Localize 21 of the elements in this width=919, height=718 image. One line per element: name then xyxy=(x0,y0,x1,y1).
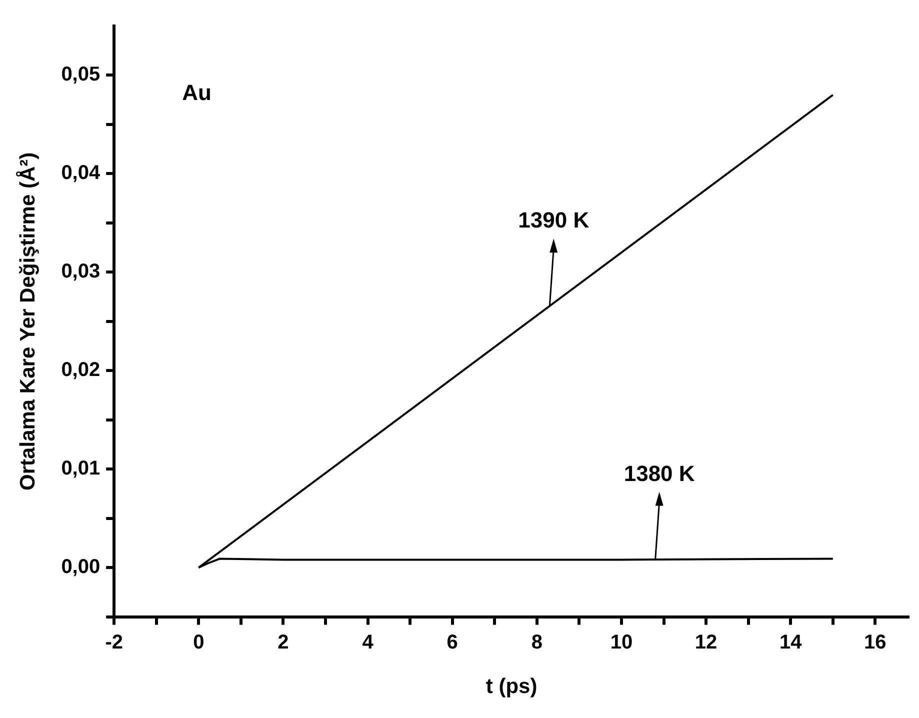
x-tick-label: 14 xyxy=(779,631,803,654)
x-axis-title: t (ps) xyxy=(486,675,538,698)
x-tick-label: 8 xyxy=(531,631,542,654)
x-tick-label: -2 xyxy=(105,631,124,654)
y-tick-label: 0,03 xyxy=(61,260,100,283)
y-axis-title: Ortalama Kare Yer Değiştirme (Å²) xyxy=(15,152,40,490)
x-tick-label: 10 xyxy=(610,631,633,654)
x-tick-label: 12 xyxy=(694,631,718,654)
annotation: 1390 K xyxy=(518,208,590,233)
y-tick-label: 0,00 xyxy=(61,556,100,578)
x-tick-label: 6 xyxy=(446,631,458,654)
x-tick-label: 0 xyxy=(193,631,204,654)
y-tick-label: 0,04 xyxy=(61,162,101,184)
annotation: Au xyxy=(182,80,212,106)
x-tick-label: 2 xyxy=(278,631,289,654)
y-tick-label: 0,01 xyxy=(61,458,100,480)
y-tick-label: 0,02 xyxy=(61,359,100,382)
x-tick-label: 16 xyxy=(864,631,886,654)
y-tick-label: 0,05 xyxy=(61,64,100,86)
x-tick-label: 4 xyxy=(362,631,374,654)
annotation: 1380 K xyxy=(624,460,695,486)
